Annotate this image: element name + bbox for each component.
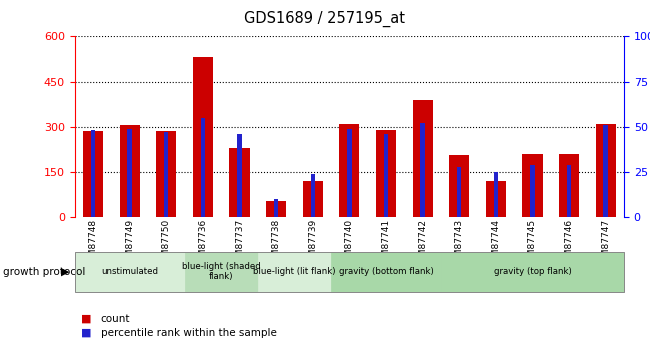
Bar xyxy=(229,148,250,217)
Text: gravity (bottom flank): gravity (bottom flank) xyxy=(339,267,434,276)
Bar xyxy=(559,154,579,217)
Text: unstimulated: unstimulated xyxy=(101,267,158,276)
Text: ■: ■ xyxy=(81,314,92,324)
Bar xyxy=(595,124,616,217)
Bar xyxy=(376,130,396,217)
Bar xyxy=(201,118,205,217)
Bar xyxy=(530,165,535,217)
Bar xyxy=(303,181,323,217)
Bar xyxy=(493,172,498,217)
Text: gravity (top flank): gravity (top flank) xyxy=(493,267,571,276)
Bar xyxy=(523,154,543,217)
Bar xyxy=(413,100,433,217)
Text: blue-light (lit flank): blue-light (lit flank) xyxy=(254,267,335,276)
Bar xyxy=(311,174,315,217)
Bar xyxy=(421,123,425,217)
Text: ▶: ▶ xyxy=(61,267,70,277)
Text: GDS1689 / 257195_at: GDS1689 / 257195_at xyxy=(244,10,406,27)
Bar xyxy=(384,134,388,217)
Bar xyxy=(91,130,96,217)
Bar xyxy=(120,125,140,217)
Bar xyxy=(193,57,213,217)
Text: count: count xyxy=(101,314,130,324)
Text: blue-light (shaded
flank): blue-light (shaded flank) xyxy=(182,262,261,282)
Bar xyxy=(156,131,176,217)
Bar xyxy=(164,132,168,217)
Bar xyxy=(83,131,103,217)
Bar xyxy=(449,156,469,217)
Bar xyxy=(347,129,352,217)
Bar xyxy=(567,165,571,217)
Bar xyxy=(274,199,278,217)
Text: ■: ■ xyxy=(81,328,92,338)
Bar xyxy=(237,134,242,217)
Text: growth protocol: growth protocol xyxy=(3,267,86,277)
Bar xyxy=(266,201,286,217)
Bar xyxy=(339,124,359,217)
Bar xyxy=(457,167,462,217)
Text: percentile rank within the sample: percentile rank within the sample xyxy=(101,328,277,338)
Bar xyxy=(603,125,608,217)
Bar xyxy=(127,129,132,217)
Bar xyxy=(486,181,506,217)
